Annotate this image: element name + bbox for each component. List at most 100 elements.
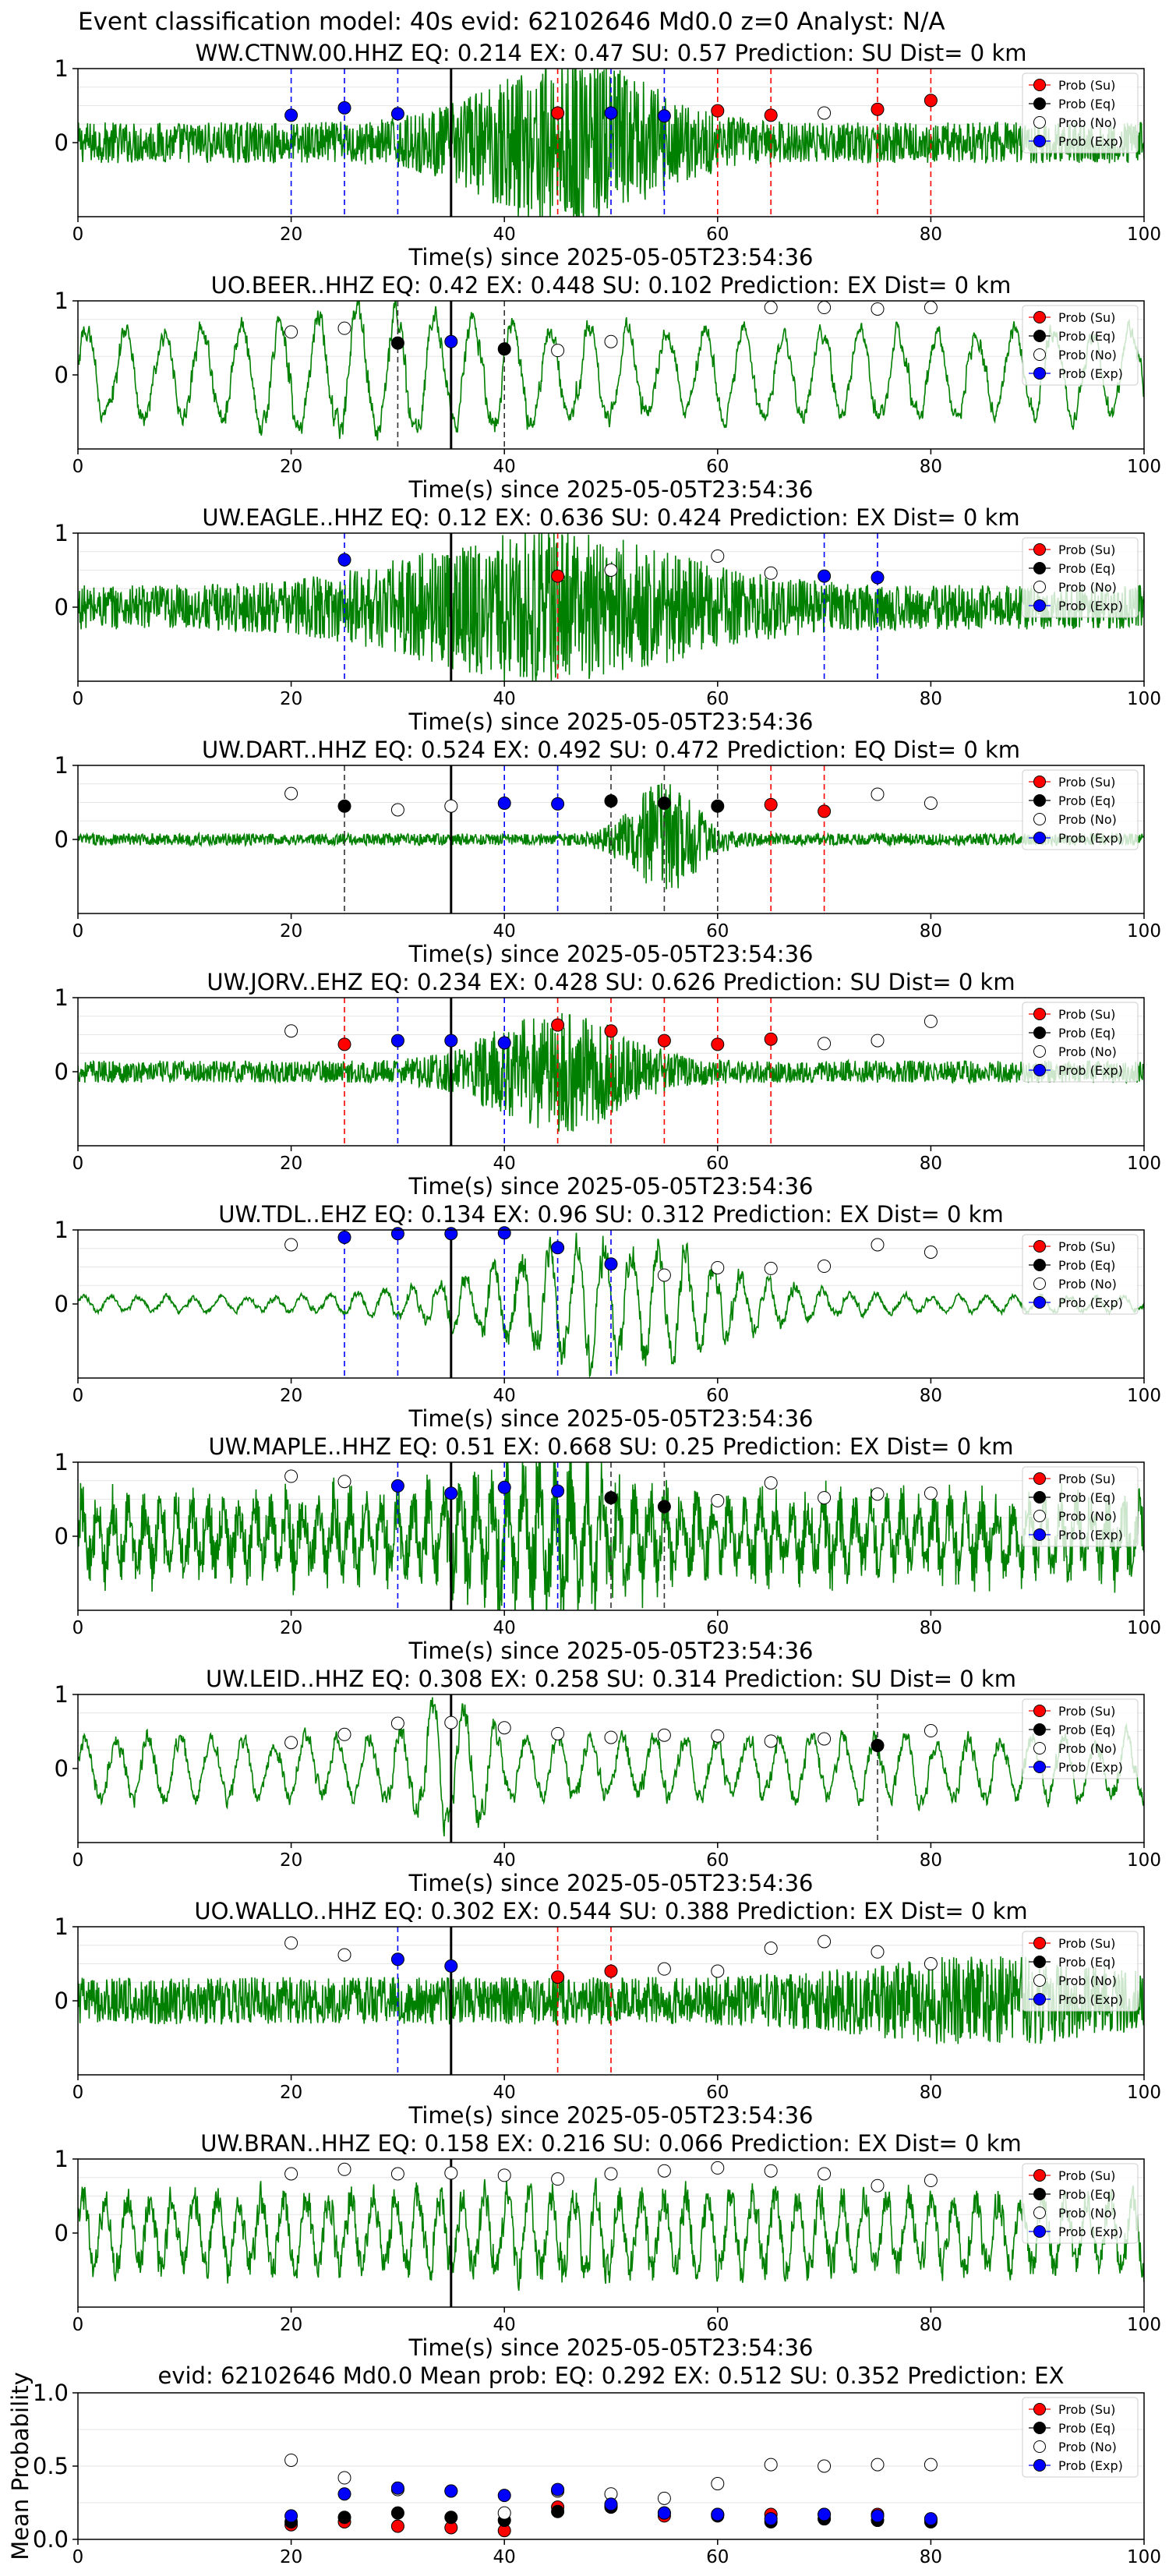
prob-marker-exp — [497, 1480, 511, 1494]
y-tick-label: 1 — [55, 752, 69, 779]
prob-marker-no — [924, 2174, 938, 2188]
legend-label-su: Prob (Su) — [1058, 1472, 1115, 1486]
x-tick-label: 20 — [280, 689, 302, 709]
x-tick-label: 60 — [706, 2315, 729, 2335]
x-tick-label: 0 — [72, 1154, 84, 1174]
x-tick-label: 40 — [493, 2083, 516, 2103]
station-panel: UW.TDL..EHZ EQ: 0.134 EX: 0.96 SU: 0.312… — [55, 1201, 1161, 1432]
prob-marker-no — [924, 796, 938, 810]
legend-marker-su — [1033, 1008, 1046, 1020]
x-tick-label: 60 — [706, 1618, 729, 1638]
y-tick-label: 0 — [55, 1755, 69, 1782]
x-tick-label: 20 — [280, 1154, 302, 1174]
prob-marker-su — [871, 102, 885, 116]
x-tick-label: 40 — [493, 1154, 516, 1174]
x-tick-label: 0 — [72, 224, 84, 245]
legend-label-no: Prob (No) — [1058, 1509, 1117, 1524]
x-tick-label: 80 — [920, 1386, 942, 1406]
prob-marker-exp — [390, 1479, 404, 1493]
prob-marker-no — [764, 2164, 778, 2178]
x-tick-label: 0 — [72, 2083, 84, 2103]
prob-marker-exp — [390, 1952, 404, 1966]
legend-label-eq: Prob (Eq) — [1058, 1723, 1115, 1737]
legend-label-eq: Prob (Eq) — [1058, 1258, 1115, 1273]
prob-marker-su — [551, 569, 565, 583]
y-tick-label: 0 — [55, 1291, 69, 1317]
prob-marker-no — [337, 1948, 351, 1962]
legend-marker-exp — [1033, 1064, 1046, 1076]
prob-marker-no — [818, 1260, 832, 1274]
mean-marker-exp — [444, 2484, 458, 2498]
prob-marker-no — [764, 1942, 778, 1956]
prob-marker-no — [497, 1721, 511, 1735]
legend-label-su: Prob (Su) — [1058, 2168, 1115, 2183]
prob-marker-exp — [390, 1227, 404, 1241]
prob-marker-exp — [604, 106, 618, 120]
prob-marker-eq — [657, 796, 671, 810]
legend-marker-su — [1033, 2403, 1046, 2415]
legend-label-su: Prob (Su) — [1058, 2402, 1115, 2417]
station-panel: WW.CTNW.00.HHZ EQ: 0.214 EX: 0.47 SU: 0.… — [55, 40, 1161, 270]
prob-marker-no — [284, 1238, 298, 1252]
prob-marker-exp — [871, 571, 885, 585]
legend-box — [1022, 1931, 1139, 2012]
panel-title: UW.DART..HHZ EQ: 0.524 EX: 0.492 SU: 0.4… — [202, 737, 1020, 763]
mean-marker-exp — [284, 2509, 298, 2523]
legend-label-no: Prob (No) — [1058, 580, 1117, 595]
legend-marker-su — [1033, 1705, 1046, 1717]
prob-marker-exp — [551, 1484, 565, 1498]
legend-label-exp: Prob (Exp) — [1058, 1992, 1123, 2007]
legend-marker-exp — [1033, 367, 1046, 380]
legend-marker-exp — [1033, 2459, 1046, 2472]
y-tick-label: 0 — [55, 1523, 69, 1549]
x-tick-label: 80 — [920, 224, 942, 245]
prob-marker-no — [657, 1268, 671, 1282]
legend-label-su: Prob (Su) — [1058, 1007, 1115, 1022]
prob-marker-eq — [871, 1739, 885, 1753]
legend-marker-exp — [1033, 2225, 1046, 2238]
legend-label-no: Prob (No) — [1058, 1974, 1117, 1988]
mean-panel-title: evid: 62102646 Md0.0 Mean prob: EQ: 0.29… — [157, 2362, 1064, 2389]
prob-marker-exp — [497, 1036, 511, 1050]
legend-marker-no — [1033, 581, 1046, 593]
mean-marker-exp — [818, 2507, 832, 2521]
legend-marker-eq — [1033, 1027, 1046, 1039]
prob-marker-exp — [551, 1241, 565, 1255]
x-tick-label: 80 — [920, 689, 942, 709]
legend-label-exp: Prob (Exp) — [1058, 831, 1123, 846]
x-tick-label: 100 — [1127, 1154, 1161, 1174]
legend-label-eq: Prob (Eq) — [1058, 1955, 1115, 1970]
prob-marker-no — [924, 301, 938, 315]
legend-marker-exp — [1033, 1993, 1046, 2005]
legend-marker-eq — [1033, 562, 1046, 574]
x-tick-label: 40 — [493, 1618, 516, 1638]
legend-label-no: Prob (No) — [1058, 1044, 1117, 1059]
prob-marker-exp — [390, 107, 404, 121]
prob-marker-su — [711, 104, 725, 118]
waveform-trace — [78, 533, 1144, 681]
panel-title: WW.CTNW.00.HHZ EQ: 0.214 EX: 0.47 SU: 0.… — [195, 40, 1026, 66]
x-tick-label: 40 — [493, 224, 516, 245]
legend-box — [1022, 1698, 1139, 1779]
mean-marker-exp — [551, 2482, 565, 2496]
mean-marker-exp — [871, 2509, 885, 2523]
x-tick-label: 100 — [1127, 921, 1161, 942]
mean-marker-no — [871, 2458, 885, 2472]
mean-marker-exp — [390, 2481, 404, 2495]
legend-marker-eq — [1033, 2188, 1046, 2200]
prob-marker-su — [764, 797, 778, 811]
prob-marker-no — [284, 1936, 298, 1950]
legend-label-su: Prob (Su) — [1058, 775, 1115, 790]
panel-title: UW.BRAN..HHZ EQ: 0.158 EX: 0.216 SU: 0.0… — [200, 2130, 1022, 2157]
prob-marker-no — [551, 344, 565, 358]
prob-marker-no — [390, 1716, 404, 1730]
prob-marker-no — [924, 1724, 938, 1738]
x-tick-label: 40 — [493, 2547, 516, 2567]
legend-marker-su — [1033, 1937, 1046, 1949]
legend-label-su: Prob (Su) — [1058, 310, 1115, 325]
legend-marker-no — [1033, 348, 1046, 361]
panel-title: UW.TDL..EHZ EQ: 0.134 EX: 0.96 SU: 0.312… — [218, 1201, 1003, 1228]
prob-marker-exp — [497, 1226, 511, 1240]
station-panel: UW.DART..HHZ EQ: 0.524 EX: 0.492 SU: 0.4… — [55, 737, 1161, 967]
prob-marker-eq — [657, 1500, 671, 1514]
